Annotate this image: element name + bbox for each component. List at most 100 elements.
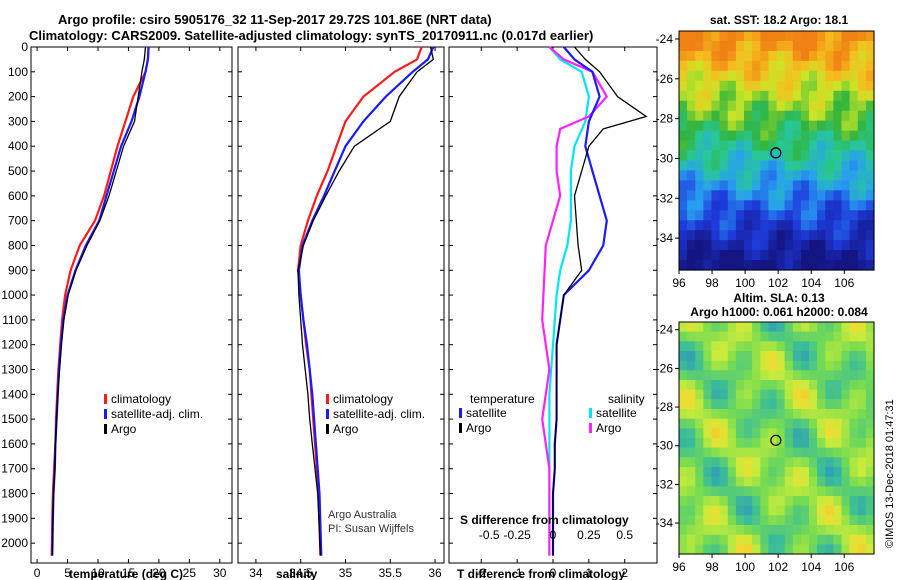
map-cell <box>792 399 802 410</box>
x-axis-label: T difference from climatology <box>457 567 625 580</box>
map-cell <box>719 160 729 172</box>
map-cell <box>833 496 843 507</box>
map-cell <box>849 389 859 400</box>
map-cell <box>792 351 802 362</box>
map-cell <box>744 534 753 545</box>
map-cell <box>825 447 834 458</box>
map-cell <box>695 130 704 142</box>
map-cell <box>727 50 737 62</box>
y-tick-label: 200 <box>8 90 28 104</box>
map-cell <box>703 525 713 536</box>
map-cell <box>744 380 753 391</box>
map-cell <box>679 351 688 362</box>
map-cell <box>825 351 834 362</box>
map-cell <box>752 70 761 82</box>
map-cell <box>825 515 834 526</box>
map-cell <box>719 467 729 478</box>
map-cell <box>719 240 729 251</box>
map-cell <box>760 360 769 371</box>
map-cell <box>857 190 867 201</box>
map-cell <box>711 150 721 162</box>
map-cell <box>849 370 859 381</box>
map-cell <box>703 160 713 172</box>
map-cell <box>849 409 859 420</box>
map-cell <box>679 399 688 410</box>
map-cell <box>735 544 745 555</box>
map-cell <box>735 341 745 352</box>
map-cell <box>817 190 826 201</box>
map-cell <box>841 50 851 62</box>
map-cell <box>809 260 818 271</box>
map-cell <box>865 31 875 42</box>
map-cell <box>784 322 794 333</box>
map-cell <box>760 190 769 201</box>
map-cell <box>719 544 729 555</box>
map-cell <box>817 50 826 62</box>
map-cell <box>825 60 834 72</box>
map-cell <box>809 100 818 112</box>
map-cell <box>784 370 794 381</box>
map-cell <box>703 230 713 241</box>
legend-title-temperature: temperature <box>470 392 535 406</box>
map-x-tick-label: 106 <box>834 560 854 574</box>
map-cell <box>727 160 737 172</box>
map-cell <box>800 180 810 191</box>
map-cell <box>695 409 704 420</box>
map-cell <box>841 190 851 201</box>
map-cell <box>735 130 745 142</box>
map-cell <box>768 534 778 545</box>
map-cell <box>735 220 745 231</box>
map-cell <box>857 399 867 410</box>
map-cell <box>857 322 867 333</box>
map-cell <box>825 70 834 82</box>
map-cell <box>760 170 769 181</box>
map-cell <box>687 331 696 342</box>
map-cell <box>825 341 834 352</box>
map-cell <box>727 130 737 142</box>
map-cell <box>865 341 875 352</box>
map-cell <box>784 110 794 122</box>
legend-title-salinity: salinity <box>608 392 645 406</box>
legend-swatch <box>104 394 107 404</box>
map-cell <box>776 90 786 102</box>
x-tick-label: 20 <box>152 566 166 580</box>
map-cell <box>679 230 688 241</box>
map-cell <box>809 409 818 420</box>
map-cell <box>687 360 696 371</box>
map-cell <box>687 428 696 439</box>
map-cell <box>744 90 753 102</box>
map-cell <box>703 110 713 122</box>
map-cell <box>735 250 745 261</box>
map-cell <box>833 140 843 152</box>
map-cell <box>744 140 753 152</box>
map-cell <box>727 418 737 429</box>
map-cell <box>735 525 745 536</box>
map-cell <box>679 160 688 172</box>
map-cell <box>703 50 713 62</box>
map-cell <box>687 210 696 221</box>
legend-swatch <box>459 423 462 433</box>
map-cell <box>817 457 826 468</box>
map-cell <box>768 100 778 112</box>
map-cell <box>687 515 696 526</box>
map-cell <box>687 341 696 352</box>
map-cell <box>744 100 753 112</box>
map-cell <box>792 130 802 142</box>
map-cell <box>825 428 834 439</box>
map-cell <box>865 190 875 201</box>
map-cell <box>760 525 769 536</box>
map-cell <box>695 190 704 201</box>
map-cell <box>809 31 818 42</box>
map-cell <box>849 322 859 333</box>
map-cell <box>719 438 729 449</box>
map-cell <box>841 418 851 429</box>
map-cell <box>792 525 802 536</box>
map-cell <box>841 525 851 536</box>
legend-label: climatology <box>111 392 171 406</box>
map-cell <box>841 31 851 42</box>
map-cell <box>825 380 834 391</box>
map-cell <box>679 150 688 162</box>
map-cell <box>841 409 851 420</box>
map-cell <box>841 210 851 221</box>
map-cell <box>679 476 688 487</box>
